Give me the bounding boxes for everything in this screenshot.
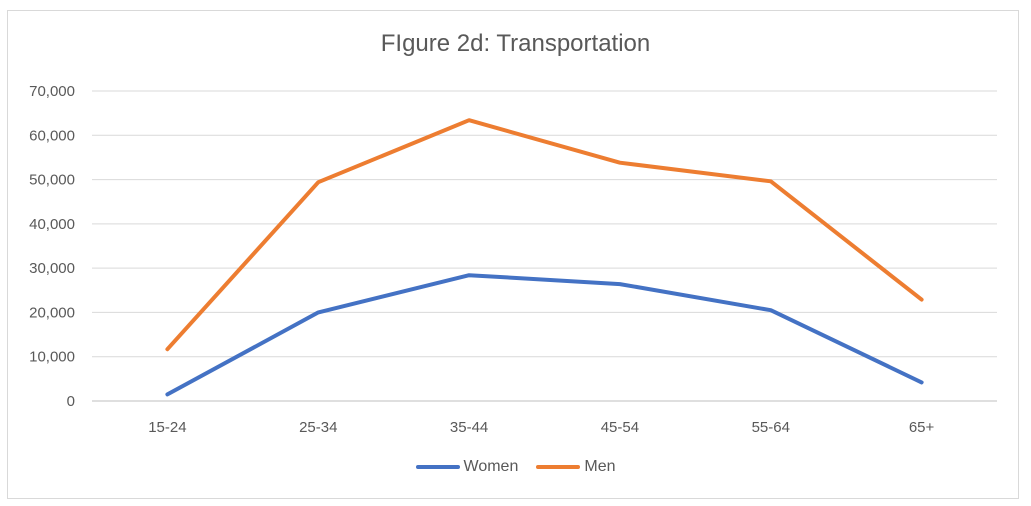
y-tick-label: 20,000	[29, 304, 75, 321]
x-tick-label: 65+	[909, 419, 935, 436]
legend-label-women: Women	[463, 458, 519, 475]
x-tick-label: 45-54	[601, 419, 639, 436]
series-line-women	[165, 273, 924, 397]
gridlines	[92, 90, 997, 402]
series-lines	[165, 118, 924, 397]
x-axis-labels: 15-24 25-34 35-44 45-54 55-64 65+	[148, 419, 934, 436]
y-tick-label: 70,000	[29, 83, 75, 100]
y-tick-label: 60,000	[29, 127, 75, 144]
legend-swatch-women	[415, 465, 460, 469]
y-tick-label: 10,000	[29, 349, 75, 366]
y-tick-label: 0	[67, 393, 75, 410]
y-tick-label: 50,000	[29, 172, 75, 189]
series-line-men	[165, 118, 924, 352]
x-tick-label: 15-24	[148, 419, 186, 436]
legend-item-women: Women	[415, 458, 519, 476]
y-axis-labels: 0 10,000 20,000 30,000 40,000 50,000 60,000 70,…	[29, 83, 75, 410]
legend-item-men: Men	[536, 458, 615, 476]
x-tick-label: 35-44	[450, 419, 488, 436]
legend: Women Men	[0, 458, 1031, 476]
x-tick-label: 55-64	[752, 419, 790, 436]
x-tick-label: 25-34	[299, 419, 337, 436]
legend-label-men: Men	[584, 458, 616, 475]
legend-swatch-men	[536, 465, 581, 469]
y-tick-label: 30,000	[29, 260, 75, 277]
chart-title: FIgure 2d: Transportation	[380, 30, 651, 57]
y-tick-label: 40,000	[29, 216, 75, 233]
